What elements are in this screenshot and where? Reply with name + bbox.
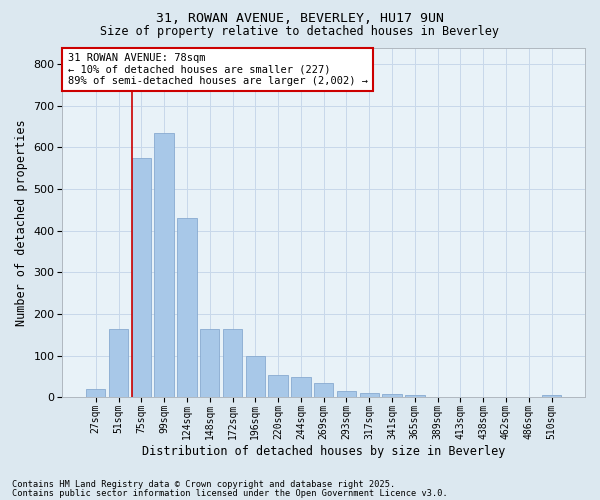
- Bar: [245, 356, 265, 398]
- Bar: [291, 376, 311, 398]
- Bar: [337, 391, 356, 398]
- Bar: [177, 218, 197, 398]
- Text: Contains public sector information licensed under the Open Government Licence v3: Contains public sector information licen…: [12, 488, 448, 498]
- Bar: [131, 158, 151, 398]
- Text: 31 ROWAN AVENUE: 78sqm
← 10% of detached houses are smaller (227)
89% of semi-de: 31 ROWAN AVENUE: 78sqm ← 10% of detached…: [68, 52, 368, 86]
- Bar: [200, 328, 220, 398]
- Text: 31, ROWAN AVENUE, BEVERLEY, HU17 9UN: 31, ROWAN AVENUE, BEVERLEY, HU17 9UN: [156, 12, 444, 26]
- X-axis label: Distribution of detached houses by size in Beverley: Distribution of detached houses by size …: [142, 444, 505, 458]
- Bar: [382, 394, 402, 398]
- Bar: [314, 383, 334, 398]
- Text: Contains HM Land Registry data © Crown copyright and database right 2025.: Contains HM Land Registry data © Crown c…: [12, 480, 395, 489]
- Bar: [542, 396, 561, 398]
- Bar: [223, 328, 242, 398]
- Bar: [86, 389, 106, 398]
- Y-axis label: Number of detached properties: Number of detached properties: [15, 119, 28, 326]
- Bar: [109, 328, 128, 398]
- Text: Size of property relative to detached houses in Beverley: Size of property relative to detached ho…: [101, 25, 499, 38]
- Bar: [405, 396, 425, 398]
- Bar: [268, 374, 288, 398]
- Bar: [154, 133, 174, 398]
- Bar: [359, 394, 379, 398]
